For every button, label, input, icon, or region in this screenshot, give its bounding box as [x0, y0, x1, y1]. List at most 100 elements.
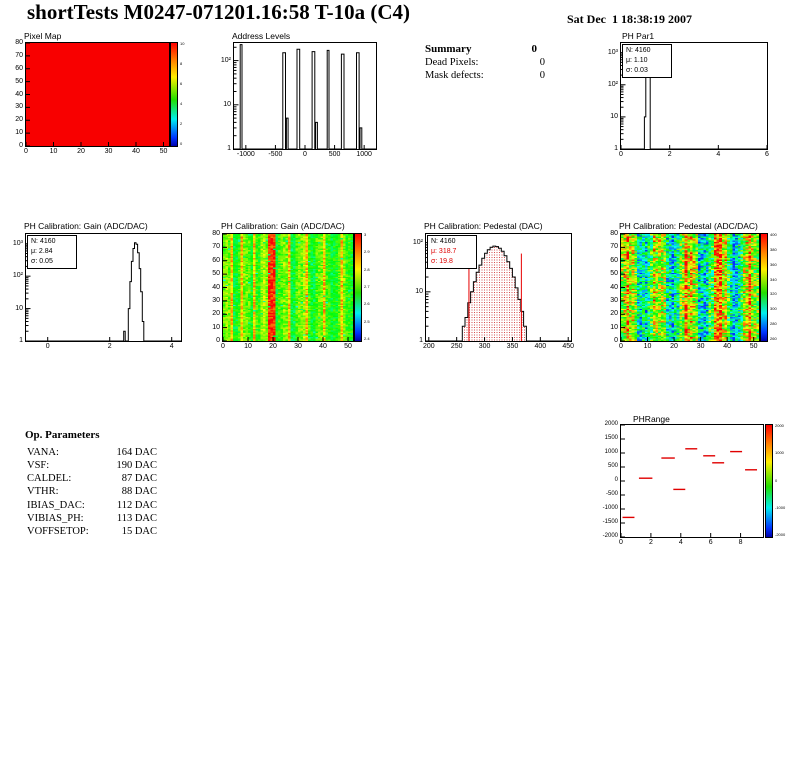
- op-param-value: 15 DAC: [121, 526, 157, 537]
- axis-tick-label: 70: [212, 243, 220, 251]
- ph_range-overlay: [621, 425, 758, 537]
- axis-tick-label: 80: [212, 230, 220, 237]
- axis-tick-label: 4: [180, 101, 183, 106]
- axis-tick-label: 0: [303, 151, 307, 158]
- ph-range-plot: [620, 424, 764, 538]
- axis-tick-label: 10²: [412, 238, 423, 246]
- axis-tick-label: 10: [15, 129, 23, 137]
- stats-box: N: 4160 μ: 2.84 σ: 0.05: [27, 235, 77, 269]
- chart-title-gain-hist: PH Calibration: Gain (ADC/DAC): [24, 221, 148, 231]
- axis-tick-label: 2000: [604, 421, 618, 427]
- stats-row: σ: 0.03: [626, 67, 648, 74]
- axis-tick-label: 1: [19, 337, 23, 344]
- axis-tick-label: 30: [294, 343, 302, 350]
- stats-row: μ: 1.10: [626, 57, 648, 64]
- ph-range-color-scale: [765, 424, 773, 538]
- pixel_map-overlay: [26, 43, 164, 146]
- axis-tick-label: 1000: [604, 449, 618, 455]
- axis-tick-label: 50: [749, 343, 758, 350]
- pixel-map-plot: [25, 42, 170, 147]
- op-param-label: VANA:: [27, 447, 59, 458]
- axis-tick-label: 40: [610, 283, 618, 291]
- axis-tick-label: 6: [765, 151, 769, 158]
- axis-tick-label: 30: [104, 148, 113, 155]
- axis-tick-label: -500: [605, 491, 618, 497]
- axis-tick-label: 20: [15, 116, 23, 124]
- axis-tick-label: 6: [708, 539, 713, 546]
- op-param-label: VOFFSETOP:: [27, 526, 89, 537]
- op-param-value: 88 DAC: [121, 486, 157, 497]
- op-param-label: IBIAS_DAC:: [27, 500, 85, 511]
- axis-tick-label: 10: [223, 100, 231, 108]
- chart-title-pixel-map: Pixel Map: [24, 31, 62, 41]
- stats-box: N: 4160 μ: 318.7 σ: 19.8: [427, 235, 477, 269]
- chart-title-ph-par1: PH Par1: [622, 31, 655, 41]
- axis-tick-label: 8: [738, 539, 743, 546]
- axis-tick-label: 20: [269, 343, 277, 350]
- axis-tick-label: 20: [77, 148, 85, 155]
- axis-tick-label: 200: [422, 343, 435, 350]
- axis-tick-label: 2.4: [364, 336, 370, 341]
- axis-tick-label: 40: [319, 343, 327, 350]
- axis-tick-label: 10²: [607, 80, 618, 88]
- op-param-value: 164 DAC: [116, 447, 157, 458]
- chart-title-pedestal-map: PH Calibration: Pedestal (ADC/DAC): [619, 221, 758, 231]
- gain_map-bitmap: [223, 234, 353, 341]
- summary-row-label: Dead Pixels:: [425, 57, 479, 68]
- summary-row-label: Mask defects:: [425, 70, 484, 81]
- gain-map-color-scale: [354, 233, 362, 342]
- axis-tick-label: 1000: [775, 450, 784, 456]
- pedestal-map-color-scale: [760, 233, 768, 342]
- stats-row: N: 4160: [31, 238, 56, 245]
- axis-tick-label: 0: [614, 337, 618, 344]
- gain_map-overlay: [223, 234, 349, 341]
- axis-tick-label: 4: [169, 343, 174, 350]
- axis-tick-label: 0: [775, 477, 778, 483]
- axis-tick-label: 1: [419, 337, 423, 344]
- axis-tick-label: 30: [15, 103, 23, 111]
- axis-tick-label: 3: [364, 232, 367, 237]
- axis-tick-label: 60: [610, 256, 618, 264]
- axis-tick-label: 6: [180, 81, 183, 86]
- axis-tick-label: 10: [212, 323, 220, 331]
- gain-map-plot: [222, 233, 354, 342]
- axis-tick-label: 0: [24, 148, 28, 155]
- pedestal_map-bitmap: [621, 234, 759, 341]
- axis-tick-label: 40: [15, 90, 23, 98]
- op-param-value: 87 DAC: [121, 473, 157, 484]
- axis-tick-label: 40: [212, 283, 220, 291]
- axis-tick-label: 0: [619, 539, 623, 546]
- axis-tick-label: 10: [244, 343, 252, 350]
- axis-tick-label: 360: [770, 261, 777, 267]
- axis-tick-label: 1: [227, 145, 231, 152]
- axis-tick-label: -500: [268, 151, 283, 158]
- axis-tick-label: 10: [610, 112, 618, 120]
- stats-box: N: 4160 μ: 1.10 σ: 0.03: [622, 44, 672, 78]
- axis-tick-label: 400: [534, 343, 547, 350]
- axis-tick-label: -1500: [602, 519, 618, 525]
- axis-tick-label: 40: [723, 343, 732, 350]
- axis-tick-label: 70: [610, 243, 618, 251]
- axis-tick-label: 80: [610, 230, 618, 237]
- axis-tick-label: 2.8: [364, 266, 370, 272]
- axis-tick-label: 4: [678, 539, 683, 546]
- axis-tick-label: 0: [221, 343, 225, 350]
- pedestal_map-overlay: [621, 234, 755, 341]
- axis-tick-label: 50: [344, 343, 352, 350]
- axis-tick-label: 10³: [12, 239, 23, 247]
- axis-tick-label: 0: [19, 142, 23, 149]
- axis-tick-label: 80: [15, 39, 23, 46]
- axis-tick-label: 2.6: [364, 301, 370, 307]
- axis-tick-label: 0: [45, 343, 50, 350]
- axis-tick-label: 60: [212, 256, 220, 264]
- axis-tick-label: 10²: [220, 56, 231, 64]
- timestamp: Sat Dec 1 18:38:19 2007: [567, 12, 692, 26]
- stats-row: μ: 2.84: [31, 248, 53, 255]
- axis-tick-label: 0: [614, 477, 618, 483]
- op-param-value: 112 DAC: [116, 500, 157, 511]
- chart-title-gain-map: PH Calibration: Gain (ADC/DAC): [221, 221, 345, 231]
- op-param-label: VTHR:: [27, 486, 59, 497]
- axis-tick-label: 50: [15, 77, 23, 85]
- pedestal-map-plot: [620, 233, 760, 342]
